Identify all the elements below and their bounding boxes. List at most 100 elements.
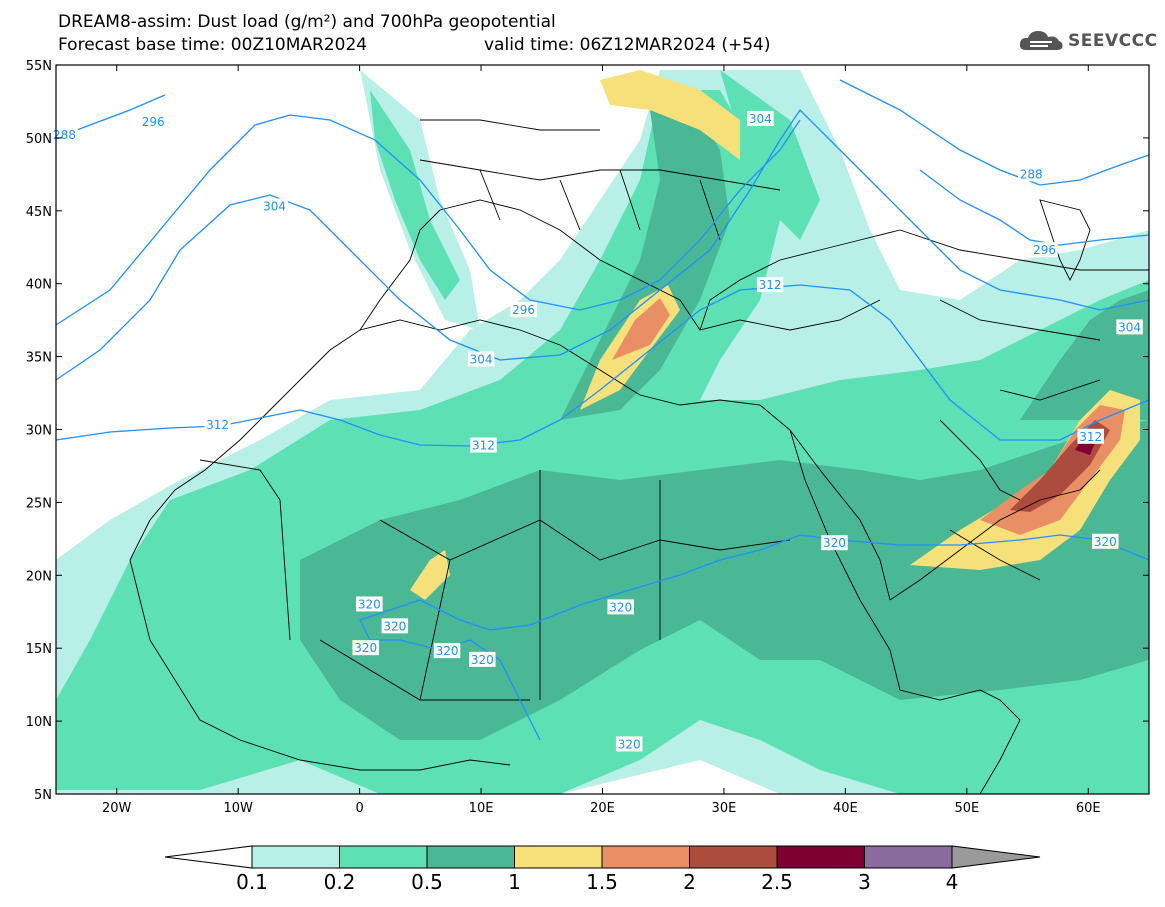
contour-label: 312 <box>472 439 495 453</box>
persian-gulf <box>939 419 1021 501</box>
dust-level-1-west <box>410 550 450 600</box>
contour-296 <box>56 114 801 326</box>
colorbar-label: 0.1 <box>236 870 268 894</box>
mediterranean-north <box>699 229 901 331</box>
colorbar-label: 1.5 <box>586 870 618 894</box>
contour-label: 296 <box>512 303 535 317</box>
dust-level-0.2-north <box>370 90 460 300</box>
dust-level-1.5 <box>612 298 670 360</box>
contour-label-bg <box>139 113 167 129</box>
contour-label-bg <box>470 437 497 453</box>
contour-label-bg <box>1017 166 1045 182</box>
colorbar-swatch <box>864 845 953 869</box>
contour-label: 320 <box>823 536 846 550</box>
lon-tick-label: 20E <box>590 801 615 816</box>
dust-level-0.5-corridor <box>560 100 730 420</box>
valid-time: valid time: 06Z12MAR2024 (+54) <box>484 35 771 55</box>
contour-label-bg <box>1092 533 1119 549</box>
country-borders <box>129 119 1149 794</box>
lat-tick-label: 25N <box>26 496 52 511</box>
colorbar-swatch <box>689 845 778 869</box>
colorbar-label: 1 <box>508 870 521 894</box>
contour-label: 296 <box>1033 243 1056 257</box>
lat-tick-label: 10N <box>26 715 52 730</box>
contour-label-bg <box>615 736 643 752</box>
contour-label: 304 <box>1118 320 1141 334</box>
asia-borders <box>899 229 1149 581</box>
red-sea <box>789 429 891 601</box>
lon-tick-label: 60E <box>1076 801 1101 816</box>
contour-label-bg <box>1116 319 1143 335</box>
colorbar-label: 0.5 <box>411 870 443 894</box>
contour-312 <box>56 284 1149 447</box>
contour-label-bg <box>467 351 495 367</box>
europe-coast <box>359 199 881 331</box>
lat-tick-label: 30N <box>26 424 52 439</box>
arabia-coast <box>889 469 1101 601</box>
contour-labels: 288 296 304 296 304 312 312 312 304 288 296 304 312 3… <box>51 110 1143 752</box>
contour-label: 304 <box>263 199 286 213</box>
lon-tick-label: 10E <box>469 801 494 816</box>
contour-label-bg <box>821 535 848 551</box>
lat-tick-label: 45N <box>26 205 52 220</box>
contour-label: 320 <box>358 597 381 611</box>
lon-tick-label: 30E <box>712 801 737 816</box>
cloud-icon <box>1019 31 1063 50</box>
lon-tick-label: 20W <box>102 801 132 816</box>
dust-level-0.2-east <box>720 70 820 240</box>
colorbar-swatch <box>601 845 690 869</box>
lon-tick-label: 40E <box>833 801 858 816</box>
sahara-borders <box>199 459 791 701</box>
map-title: DREAM8-assim: Dust load (g/m²) and 700hP… <box>58 12 556 32</box>
colorbar-swatch <box>426 845 515 869</box>
colorbar-swatch <box>251 845 340 869</box>
colorbar-swatch <box>514 845 603 869</box>
contour-label: 312 <box>206 418 229 432</box>
contour-label: 320 <box>471 653 494 667</box>
contour-label: 304 <box>749 112 772 126</box>
lat-tick-label: 40N <box>26 278 52 293</box>
contour-label-bg <box>469 651 496 667</box>
forecast-base-time: Forecast base time: 00Z10MAR2024 <box>58 35 368 55</box>
longitude-axis: 20W 10W 0 10E 20E 30E 40E 50E 60E <box>102 65 1101 816</box>
contour-label: 312 <box>759 278 782 292</box>
seevccc-logo: SEEVCCC <box>1018 26 1158 56</box>
contour-label: 312 <box>1079 430 1102 444</box>
colorbar-swatch <box>776 845 865 869</box>
lat-tick-label: 50N <box>26 132 52 147</box>
dust-level-0.5 <box>300 420 1149 740</box>
lon-tick-label: 50E <box>954 801 979 816</box>
contour-label-bg <box>204 417 231 433</box>
colorbar: 0.1 0.2 0.5 1 1.5 2 2.5 3 4 <box>164 845 1041 894</box>
contour-label: 288 <box>1020 167 1043 181</box>
contour-label: 304 <box>470 353 493 367</box>
contour-label-bg <box>1077 428 1104 444</box>
lat-tick-label: 55N <box>26 59 52 74</box>
contour-320 <box>359 534 1149 741</box>
lon-tick-label: 10W <box>223 801 253 816</box>
contour-label-bg <box>756 277 784 293</box>
latitude-axis: 55N 50N 45N 40N 35N 30N 25N 20N 15N 10N 5N <box>26 59 1149 803</box>
colorbar-label: 4 <box>946 870 959 894</box>
contour-label: 320 <box>383 619 406 633</box>
contour-label-bg <box>352 640 379 656</box>
colorbar-label: 0.2 <box>324 870 356 894</box>
contour-label: 320 <box>1094 535 1117 549</box>
contour-label-bg <box>381 618 409 634</box>
contour-label-bg <box>607 599 634 615</box>
contour-label-bg <box>747 110 774 126</box>
lat-tick-label: 15N <box>26 642 52 657</box>
contour-label: 296 <box>142 115 165 129</box>
caspian <box>1039 199 1091 282</box>
colorbar-label: 2.5 <box>761 870 793 894</box>
contour-label-bg <box>433 643 461 659</box>
contour-label-bg <box>1031 242 1058 258</box>
contour-label: 320 <box>354 641 377 655</box>
africa-coastline <box>129 319 1021 794</box>
contour-label: 288 <box>53 128 76 142</box>
dust-level-1-north <box>600 70 740 160</box>
europe-borders <box>419 119 781 241</box>
colorbar-swatch <box>339 845 428 869</box>
africa-west-coast <box>129 559 511 771</box>
